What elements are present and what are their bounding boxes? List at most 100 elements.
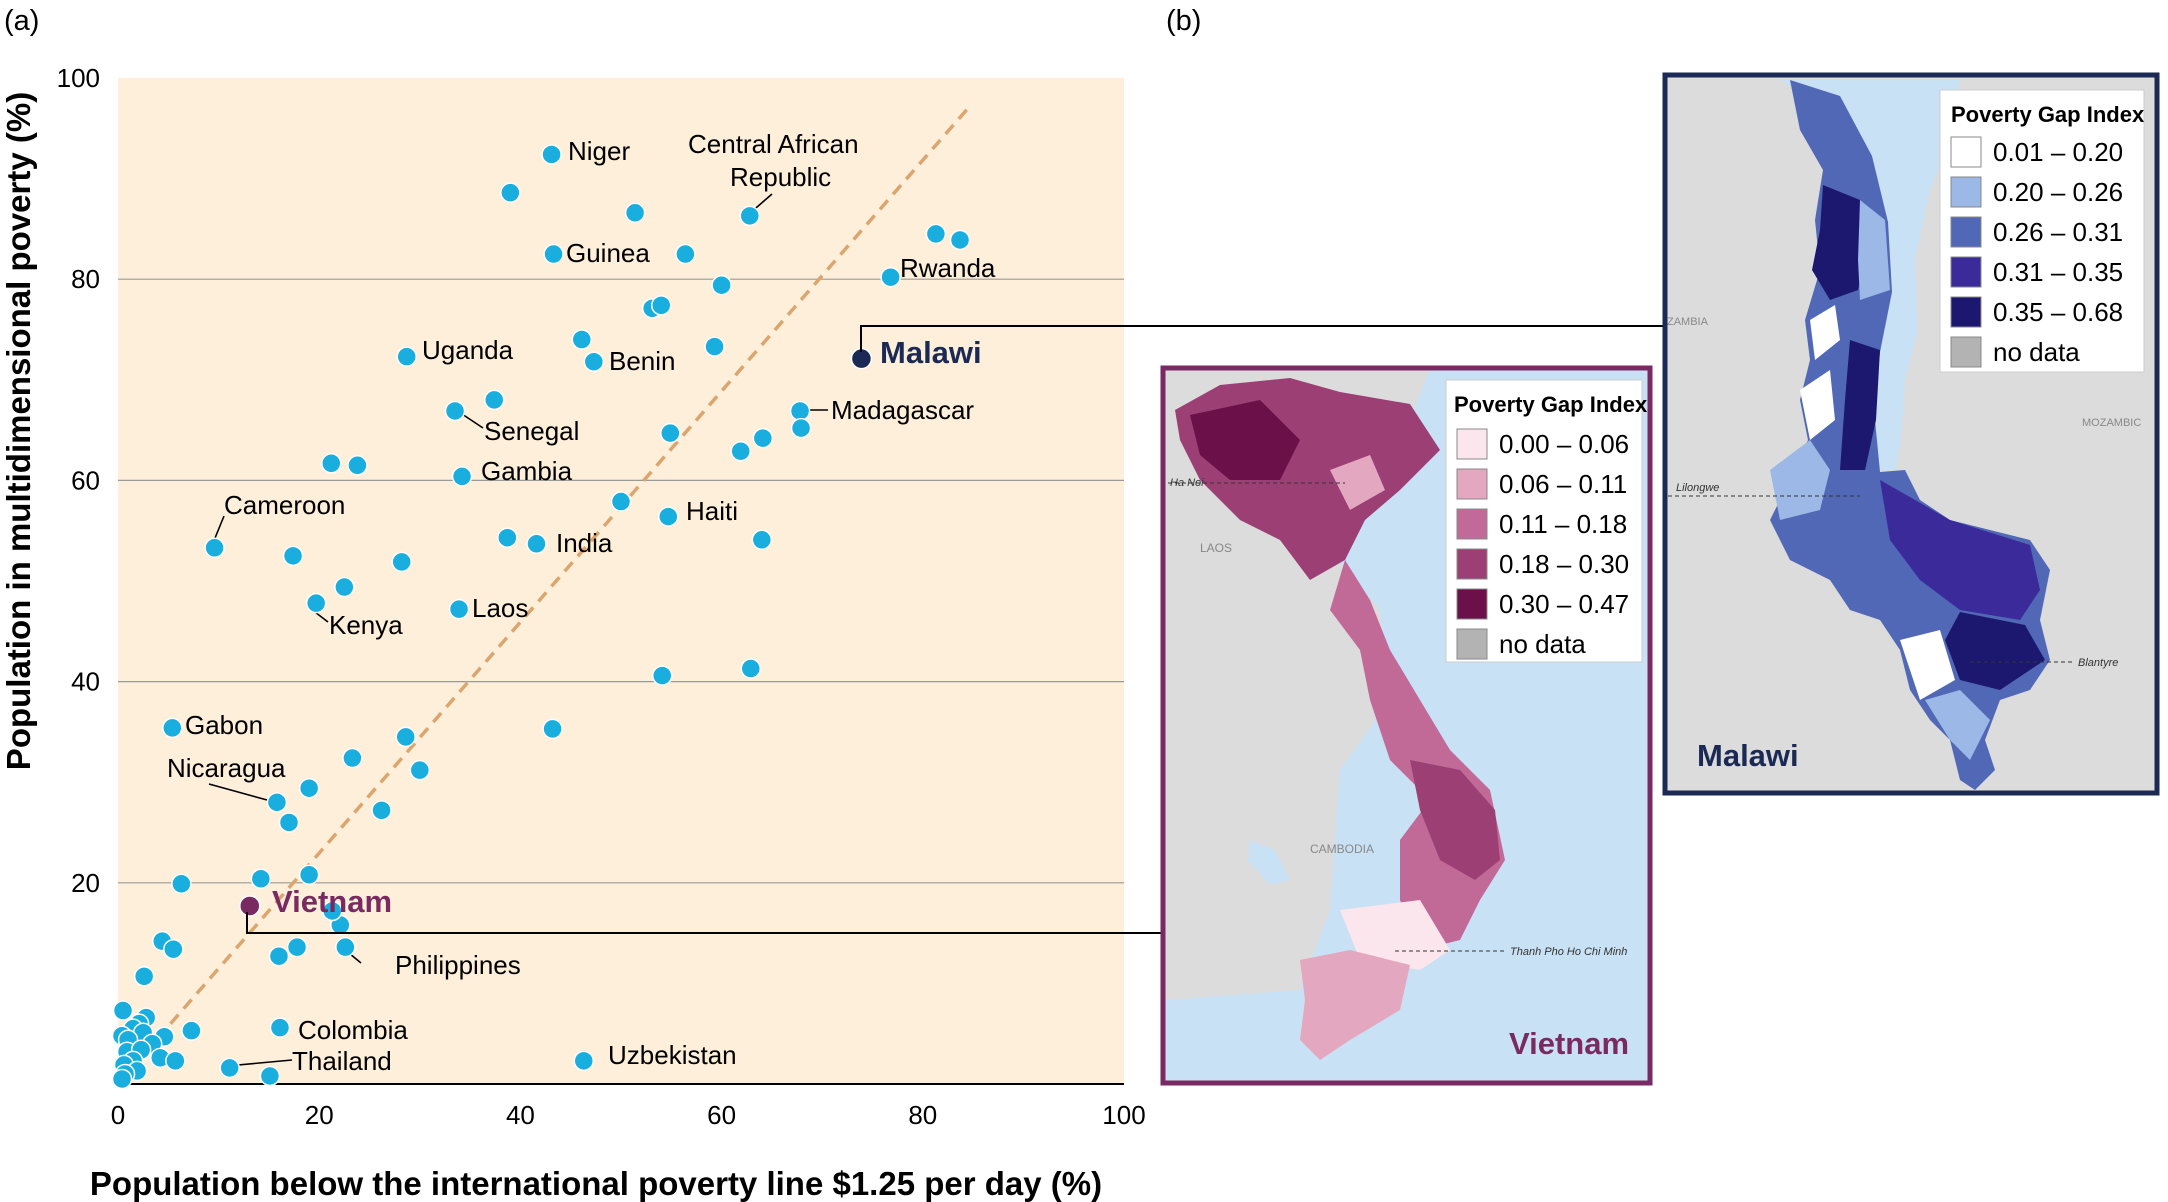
vietnam-map: Ha Noi LAOS CAMBODIA Thanh Pho Ho Chi Mi… [1160, 365, 1653, 1086]
point-thailand [219, 1057, 240, 1079]
label-rwanda: Rwanda [900, 253, 996, 283]
point-vietnam [239, 895, 261, 917]
y-tick-label-2: 60 [71, 465, 100, 495]
legend-swatch-0 [1950, 136, 1982, 168]
label-senegal: Senegal [484, 416, 579, 446]
malawi-white-patch-2 [1800, 370, 1835, 440]
point-57 [286, 936, 308, 958]
label-india: India [556, 528, 613, 558]
point-49 [171, 873, 192, 895]
vietnam-map-border [1160, 365, 1653, 1086]
point-44 [409, 759, 431, 781]
y-tick-label-4: 100 [57, 63, 100, 93]
point-haiti [658, 506, 679, 527]
legend-swatch-5 [1456, 628, 1488, 660]
point-17 [483, 389, 505, 411]
point-central-african-republic [739, 205, 761, 227]
place-lilongwe: Lilongwe [1676, 482, 1719, 494]
point-uzbekistan [573, 1050, 595, 1072]
vietnam-central-dark [1410, 760, 1500, 880]
malawi-light-south [1925, 690, 1990, 760]
label-nicaragua: Nicaragua [167, 753, 286, 783]
label-malawi: Malawi [880, 335, 982, 370]
point-38 [651, 665, 673, 686]
y-tick-label-0: 20 [71, 868, 100, 898]
point-22 [752, 427, 774, 449]
vietnam-map-title: Vietnam [1509, 1026, 1629, 1061]
label-uzbekistan: Uzbekistan [608, 1040, 737, 1070]
vietnam-neighbour-land [1164, 369, 1430, 1000]
connector-malawi [860, 325, 1803, 352]
point-cameroon [204, 537, 225, 559]
label-laos: Laos [472, 593, 528, 623]
label-car-line2: Republic [730, 162, 831, 192]
malawi-legend-title: Poverty Gap Index [1951, 102, 2145, 127]
point-42 [395, 726, 416, 748]
point-12 [571, 329, 593, 350]
legend-swatch-4 [1456, 588, 1488, 620]
malawi-map-title: Malawi [1697, 738, 1799, 773]
label-vietnam: Vietnam [272, 884, 392, 919]
legend-label-0: 0.01 – 0.20 [1993, 137, 2123, 167]
malawi-dark-center [1840, 340, 1880, 470]
point-35 [334, 576, 355, 598]
point-65 [181, 1020, 202, 1041]
scatter-chart: 0 20 40 60 80 100 20 40 60 80 100 Niger Central Af… [0, 63, 1146, 1202]
panel-b-label: (b) [1166, 5, 1201, 37]
x-tick-label-0: 0 [111, 1100, 125, 1130]
point-27 [610, 491, 632, 512]
legend-swatch-0 [1456, 428, 1488, 460]
point-48 [278, 812, 300, 833]
label-cameroon: Cameroon [224, 490, 345, 520]
legend-label-5: no data [1993, 337, 2080, 367]
vietnam-delta [1300, 950, 1410, 1060]
label-kenya: Kenya [329, 610, 403, 640]
label-niger: Niger [568, 136, 630, 166]
reference-diagonal [116, 107, 970, 1086]
vietnam-north-light [1330, 455, 1385, 510]
label-gambia: Gambia [481, 456, 573, 486]
legend-label-3: 0.18 – 0.30 [1499, 549, 1629, 579]
point-51 [298, 864, 320, 886]
legend-label-5: no data [1499, 629, 1586, 659]
legend-label-2: 0.26 – 0.31 [1993, 217, 2123, 247]
point-21 [660, 422, 681, 444]
label-benin: Benin [609, 346, 676, 376]
vietnam-northwest-dark [1190, 400, 1300, 480]
label-guinea: Guinea [566, 238, 650, 268]
point-60 [133, 966, 155, 987]
point-9 [711, 274, 732, 296]
malawi-dark-north [1812, 185, 1870, 300]
legend-label-4: 0.35 – 0.68 [1993, 297, 2123, 327]
point-43 [342, 747, 363, 769]
point-47 [371, 800, 392, 821]
lake-malawi [1780, 80, 1960, 470]
tonle-sap [1248, 840, 1290, 885]
panel-a-label: (a) [4, 5, 39, 37]
point-29 [497, 527, 518, 548]
point-7 [949, 229, 971, 251]
point-31 [751, 529, 773, 551]
malawi-legend: 0.01 – 0.20 0.20 – 0.26 0.26 – 0.31 0.31 – … [1950, 136, 2123, 368]
data-points [111, 144, 971, 1090]
legend-label-1: 0.20 – 0.26 [1993, 177, 2123, 207]
malawi-purple-south [1880, 480, 2040, 620]
x-tick-label-1: 20 [305, 1100, 334, 1130]
point-25 [347, 455, 368, 476]
point-13 [704, 336, 725, 357]
legend-label-0: 0.00 – 0.06 [1499, 429, 1629, 459]
leader-nicaragua [208, 783, 268, 801]
point-uganda [396, 346, 417, 367]
label-colombia: Colombia [298, 1015, 408, 1045]
legend-swatch-2 [1456, 508, 1488, 540]
point-niger [541, 144, 562, 165]
legend-swatch-3 [1950, 256, 1982, 288]
y-axis-title: Population in multidimensional poverty (… [0, 92, 37, 770]
legend-swatch-1 [1456, 468, 1488, 500]
place-hanoi: Ha Noi [1170, 477, 1204, 489]
legend-label-3: 0.31 – 0.35 [1993, 257, 2123, 287]
gridlines [118, 278, 1124, 1085]
malawi-light-west [1770, 440, 1830, 520]
point-1 [500, 182, 521, 203]
legend-swatch-1 [1950, 176, 1982, 208]
